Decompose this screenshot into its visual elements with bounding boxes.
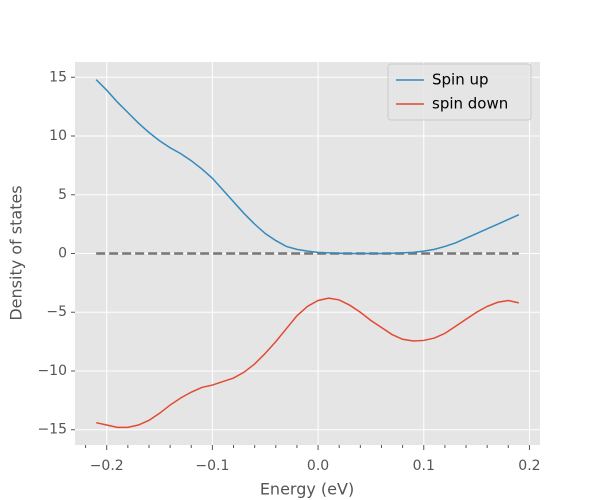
line [95,79,520,255]
x-axis-label: Energy (eV) [260,480,354,499]
x-tick-label: 0.2 [518,458,540,474]
y-tick-label: −5 [46,304,67,320]
y-tick-label: 10 [49,128,67,144]
y-axis-label: Density of states [7,185,26,320]
legend-label: Spin up [432,71,489,89]
y-tick-label: 15 [49,69,67,85]
x-tick-label: −0.2 [90,458,124,474]
y-tick-label: −15 [37,422,67,438]
line [95,297,520,429]
y-tick-label: 0 [58,246,67,262]
y-tick-label: −10 [37,363,67,379]
legend-label: spin down [432,95,508,113]
x-tick-label: 0.1 [413,458,435,474]
x-tick-label: −0.1 [195,458,229,474]
x-tick-label: 0.0 [307,458,329,474]
legend-box [387,63,532,121]
y-tick-label: 5 [58,187,67,203]
